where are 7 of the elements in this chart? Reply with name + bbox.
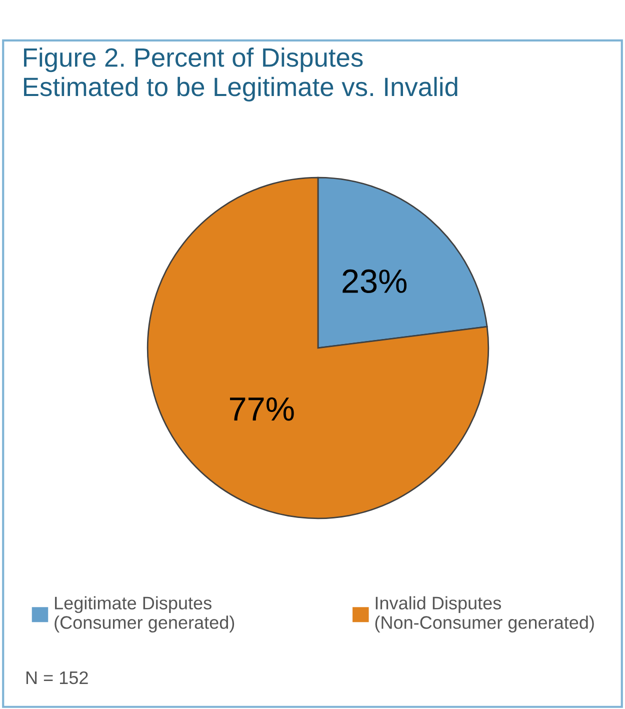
pie-slice — [146, 176, 490, 520]
chart-title: Figure 2. Percent of Disputes Estimated to be Legitimate vs. Invalid — [24, 48, 458, 102]
legend-label: Legitimate Disputes (Consumer generated) — [54, 596, 234, 632]
legend-label: Invalid Disputes (Non-Consumer generated) — [375, 596, 594, 632]
data-label: 23% — [342, 269, 407, 294]
text: N = 152 — [26, 671, 88, 684]
data-label: 77% — [230, 397, 294, 421]
